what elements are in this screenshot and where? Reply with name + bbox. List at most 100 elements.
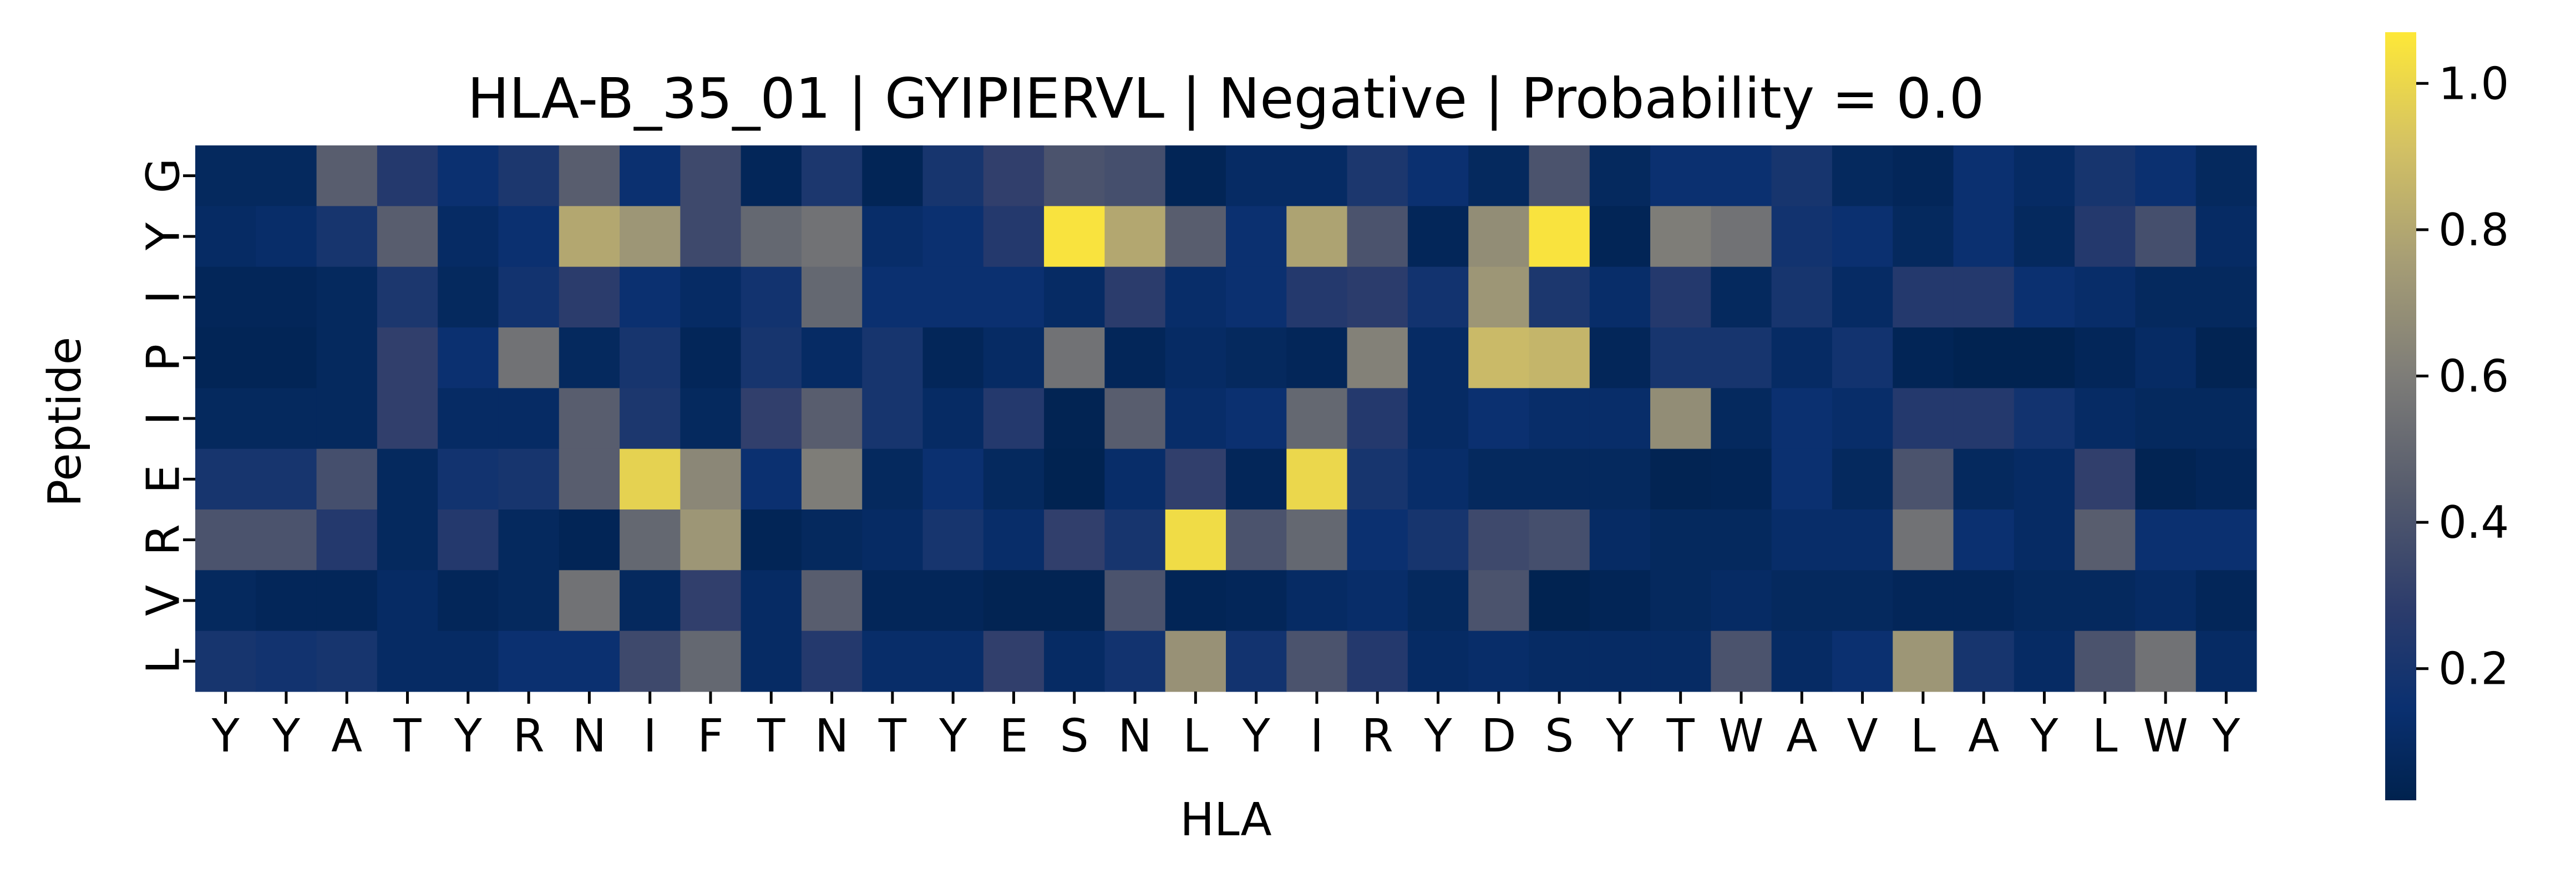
- heatmap-cell: [2014, 509, 2075, 571]
- heatmap-cell: [1347, 327, 1408, 388]
- heatmap-cell: [2014, 388, 2075, 450]
- heatmap-cell: [1468, 145, 1530, 206]
- heatmap-cell: [2195, 266, 2257, 328]
- heatmap-cell: [1044, 327, 1106, 388]
- y-tick-label: V: [138, 585, 190, 616]
- heatmap-cell: [377, 630, 438, 692]
- heatmap-cell: [438, 448, 499, 510]
- heatmap-cell: [983, 327, 1044, 388]
- heatmap-cell: [256, 630, 317, 692]
- x-tick-label: Y: [272, 710, 301, 763]
- x-axis-label: HLA: [1180, 794, 1271, 846]
- heatmap-cell: [1044, 266, 1106, 328]
- heatmap-cell: [1226, 570, 1287, 632]
- heatmap-cell: [438, 145, 499, 206]
- heatmap-cell: [1165, 388, 1226, 450]
- heatmap-cell: [1165, 327, 1226, 388]
- heatmap-cell: [1771, 327, 1833, 388]
- heatmap-cell: [801, 570, 863, 632]
- heatmap-cell: [377, 206, 438, 268]
- heatmap-cell: [2014, 206, 2075, 268]
- heatmap-cell: [559, 388, 620, 450]
- heatmap-cell: [256, 327, 317, 388]
- heatmap-cell: [316, 327, 378, 388]
- heatmap-cell: [316, 448, 378, 510]
- heatmap-cell: [498, 327, 560, 388]
- heatmap-cell: [983, 388, 1044, 450]
- heatmap-cell: [2075, 388, 2136, 450]
- heatmap-cell: [498, 509, 560, 571]
- heatmap-cell: [195, 630, 256, 692]
- heatmap-cell: [438, 327, 499, 388]
- heatmap-cell: [498, 388, 560, 450]
- heatmap-cell: [1226, 266, 1287, 328]
- heatmap-cell: [922, 145, 984, 206]
- heatmap-cell: [1953, 388, 2015, 450]
- heatmap-cell: [620, 266, 681, 328]
- heatmap-cell: [801, 266, 863, 328]
- heatmap-cell: [1104, 448, 1166, 510]
- heatmap-cell: [680, 570, 742, 632]
- heatmap-cell: [1165, 206, 1226, 268]
- heatmap-cell: [1468, 448, 1530, 510]
- heatmap-cell: [2014, 630, 2075, 692]
- heatmap-cell: [1650, 266, 1711, 328]
- heatmap-cell: [1529, 448, 1590, 510]
- heatmap-cell: [256, 145, 317, 206]
- heatmap-cell: [922, 570, 984, 632]
- heatmap-cell: [316, 145, 378, 206]
- x-tick-label: T: [757, 710, 785, 763]
- heatmap-cell: [680, 266, 742, 328]
- heatmap-cell: [498, 630, 560, 692]
- heatmap-cell: [1165, 266, 1226, 328]
- heatmap-cell: [741, 630, 802, 692]
- heatmap-cell: [1832, 388, 1893, 450]
- heatmap-cell: [983, 206, 1044, 268]
- heatmap-cell: [1771, 266, 1833, 328]
- heatmap-cell: [1044, 206, 1106, 268]
- heatmap-cell: [1407, 327, 1469, 388]
- colorbar-tick-label: 0.8: [2438, 204, 2509, 256]
- heatmap-cell: [1650, 630, 1711, 692]
- heatmap-cell: [195, 388, 256, 450]
- heatmap-cell: [1347, 388, 1408, 450]
- heatmap-cell: [620, 388, 681, 450]
- heatmap-cell: [559, 145, 620, 206]
- heatmap-cell: [983, 509, 1044, 571]
- heatmap-cell: [1468, 266, 1530, 328]
- heatmap-cell: [1953, 509, 2015, 571]
- heatmap-cell: [1953, 570, 2015, 632]
- heatmap-cell: [2135, 509, 2197, 571]
- heatmap-cell: [862, 509, 924, 571]
- heatmap-cell: [922, 448, 984, 510]
- heatmap-cell: [377, 448, 438, 510]
- heatmap-cell: [1407, 388, 1469, 450]
- heatmap-cell: [1044, 388, 1106, 450]
- y-axis-ticks: GY I P I E RV L: [138, 158, 195, 674]
- heatmap-cell: [438, 206, 499, 268]
- heatmap-cell: [256, 570, 317, 632]
- heatmap-cell: [1529, 327, 1590, 388]
- heatmap-cell: [2075, 145, 2136, 206]
- x-tick-label: Y: [211, 710, 240, 763]
- heatmap-cell: [2075, 630, 2136, 692]
- heatmap-cell: [2195, 388, 2257, 450]
- heatmap-cell: [377, 388, 438, 450]
- y-tick-label: R: [138, 524, 190, 556]
- colorbar-tick-label: 0.2: [2438, 643, 2509, 695]
- heatmap-cell: [680, 145, 742, 206]
- heatmap-cell: [1711, 327, 1772, 388]
- heatmap-cell: [620, 630, 681, 692]
- x-tick-label: N: [815, 710, 849, 763]
- heatmap-cell: [1286, 145, 1348, 206]
- heatmap-cell: [2014, 266, 2075, 328]
- heatmap-cell: [1347, 266, 1408, 328]
- heatmap-cell: [801, 327, 863, 388]
- heatmap-cell: [862, 266, 924, 328]
- heatmap-cell: [1711, 509, 1772, 571]
- heatmap-cell: [1407, 206, 1469, 268]
- heatmap-cell: [801, 145, 863, 206]
- heatmap-cell: [1407, 266, 1469, 328]
- heatmap-cell: [741, 448, 802, 510]
